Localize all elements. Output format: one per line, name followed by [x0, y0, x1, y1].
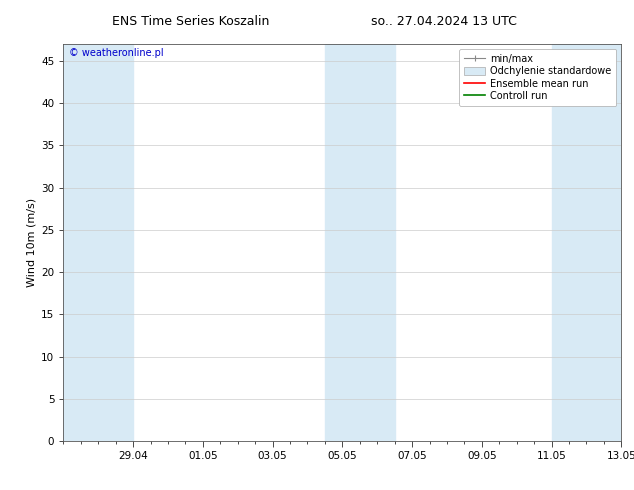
- Text: ENS Time Series Koszalin: ENS Time Series Koszalin: [112, 15, 269, 28]
- Bar: [552, 44, 621, 441]
- Text: so.. 27.04.2024 13 UTC: so.. 27.04.2024 13 UTC: [371, 15, 517, 28]
- Bar: [325, 44, 394, 441]
- Legend: min/max, Odchylenie standardowe, Ensemble mean run, Controll run: min/max, Odchylenie standardowe, Ensembl…: [459, 49, 616, 106]
- Text: © weatheronline.pl: © weatheronline.pl: [69, 48, 164, 58]
- Y-axis label: Wind 10m (m/s): Wind 10m (m/s): [27, 198, 37, 287]
- Bar: [63, 44, 133, 441]
